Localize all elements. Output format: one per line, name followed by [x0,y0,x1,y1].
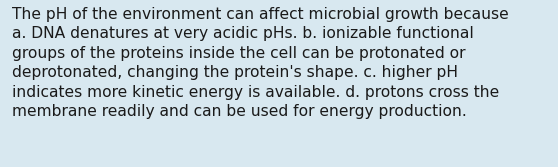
Text: The pH of the environment can affect microbial growth because
a. DNA denatures a: The pH of the environment can affect mic… [12,7,509,119]
